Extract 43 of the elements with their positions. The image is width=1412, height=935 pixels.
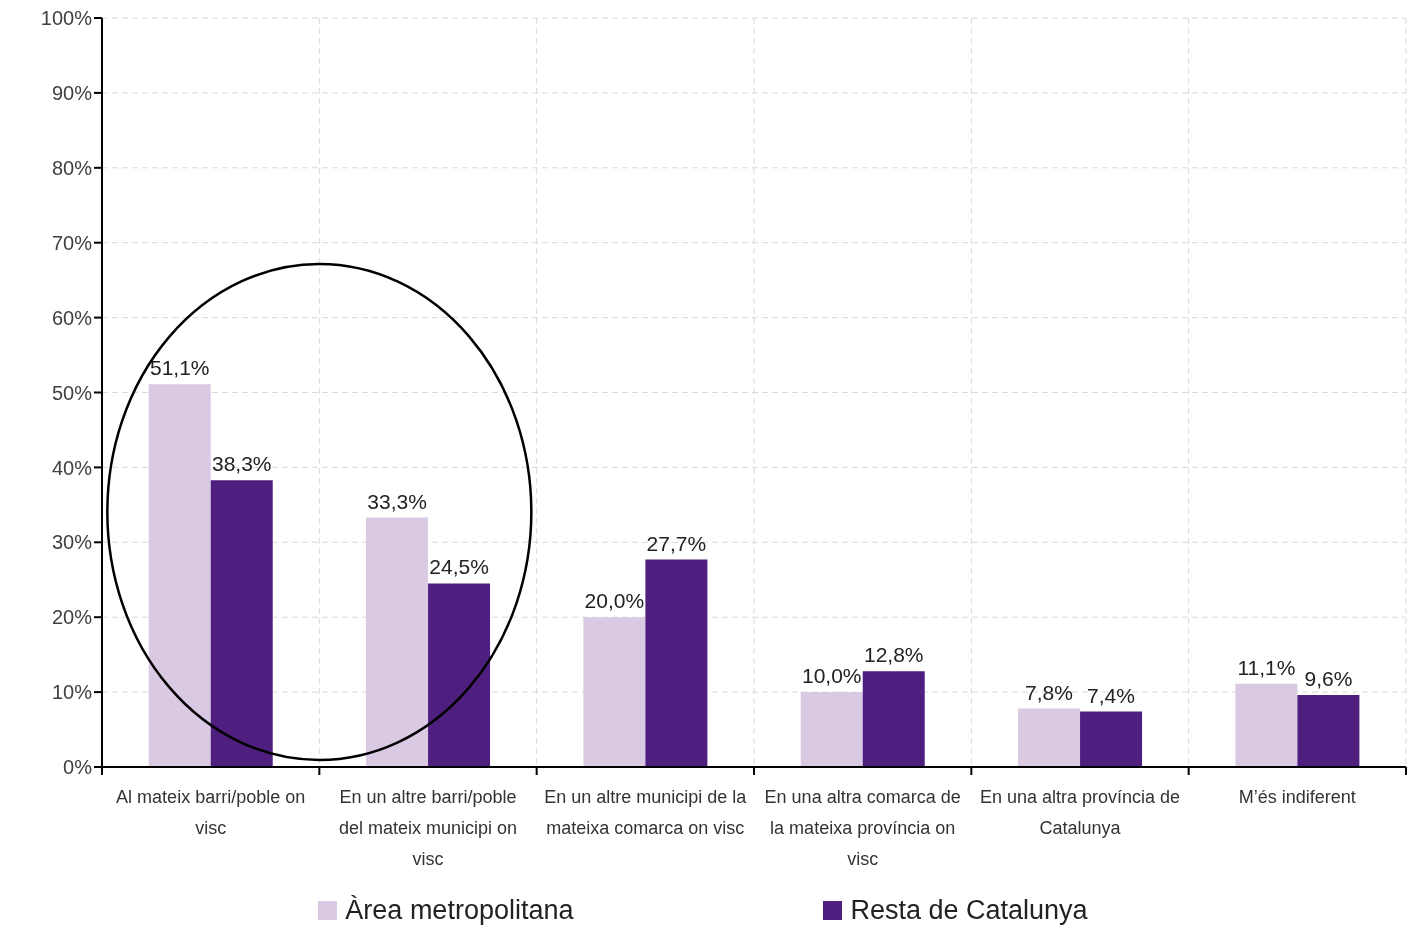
- bar: [1297, 695, 1360, 767]
- bar: [1018, 708, 1081, 767]
- data-label: 38,3%: [211, 452, 272, 476]
- bar: [210, 480, 273, 767]
- data-label: 24,5%: [429, 555, 489, 579]
- bar: [148, 384, 211, 767]
- data-label: 12,8%: [863, 643, 924, 667]
- bar: [583, 617, 646, 767]
- bar: [862, 671, 925, 767]
- y-tick-label: 20%: [51, 606, 93, 629]
- data-label: 10,0%: [801, 664, 862, 688]
- x-tick-label: En un altre municipi de la mateixa comarca on visc: [544, 787, 748, 838]
- y-tick-label: 10%: [51, 681, 93, 704]
- x-tick-label: En un altre barri/poble del mateix municipi on visc: [338, 787, 518, 869]
- bar: [800, 692, 863, 767]
- bar: [645, 559, 708, 767]
- data-label: 11,1%: [1237, 655, 1296, 679]
- y-tick-label: 70%: [51, 231, 93, 254]
- bar: [1080, 711, 1143, 767]
- y-tick-label: 50%: [51, 381, 93, 404]
- data-label: 7,8%: [1025, 680, 1073, 704]
- x-tick-label: M’és indiferent: [1238, 787, 1356, 807]
- legend-label: Àrea metropolitana: [345, 894, 574, 926]
- data-label: 7,4%: [1087, 683, 1135, 707]
- bar: [1235, 683, 1298, 767]
- bar: [366, 517, 429, 767]
- x-tick-label: En una altra comarca de la mateixa província on visc: [764, 787, 961, 869]
- data-label: 27,7%: [646, 531, 707, 555]
- y-tick-label: 100%: [40, 7, 93, 30]
- y-tick-label: 90%: [51, 82, 93, 104]
- data-label: 9,6%: [1304, 667, 1353, 691]
- data-label: 20,0%: [584, 589, 645, 613]
- y-tick-label: 60%: [51, 306, 93, 329]
- data-label: 33,3%: [367, 489, 427, 513]
- y-tick-label: 0%: [63, 756, 93, 779]
- legend-label: Resta de Catalunya: [850, 894, 1088, 926]
- x-tick-label: Al mateix barri/poble on visc: [116, 787, 306, 838]
- data-label: 51,1%: [149, 356, 210, 380]
- y-tick-label: 80%: [51, 156, 93, 179]
- x-tick-label: En una altra província de Catalunya: [979, 787, 1181, 838]
- y-tick-label: 30%: [51, 531, 93, 554]
- y-tick-label: 40%: [51, 456, 93, 479]
- bar: [428, 583, 491, 767]
